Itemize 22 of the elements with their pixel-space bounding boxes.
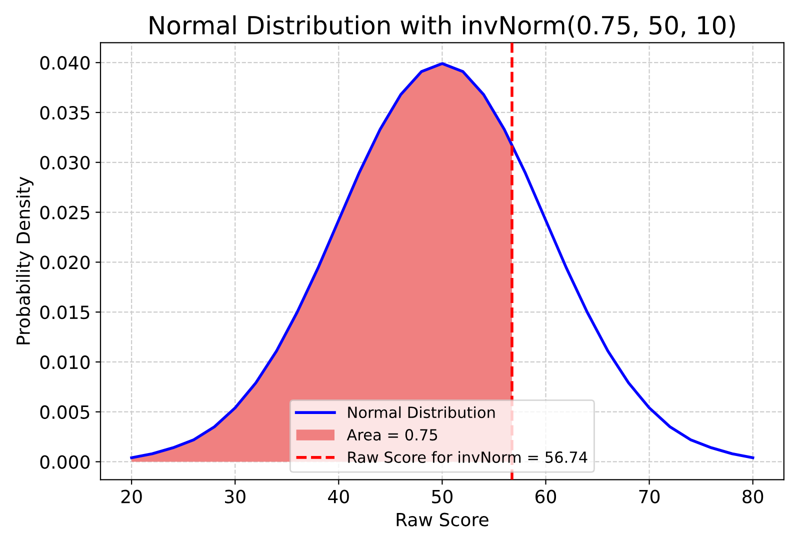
x-tick-label: 30 <box>225 490 246 504</box>
legend-label: Normal Distribution <box>348 406 495 418</box>
x-tick-label: 60 <box>536 490 556 504</box>
y-tick-label: 0.025 <box>40 206 90 220</box>
x-tick-label: 70 <box>639 490 660 504</box>
y-tick-label: 0.030 <box>40 156 90 170</box>
x-tick-label: 20 <box>121 490 142 504</box>
x-tick-label: 50 <box>432 490 452 504</box>
legend-label: Area = 0.75 <box>346 429 438 441</box>
x-axis-title: Raw Score <box>396 512 488 526</box>
y-tick-label: 0.035 <box>40 106 90 120</box>
y-tick-label: 0.000 <box>40 455 90 469</box>
y-axis-title: Probability Density <box>16 176 34 344</box>
y-tick-label: 0.015 <box>40 306 90 320</box>
ref-line-label: Raw Score for invNorm = 56.74 <box>348 451 588 463</box>
y-tick-label: 0.020 <box>40 256 90 270</box>
y-tick-label: 0.010 <box>40 355 90 370</box>
y-tick-label: 0.005 <box>40 405 90 419</box>
y-tick-label: 0.040 <box>40 56 90 70</box>
x-tick-label: 40 <box>328 490 349 504</box>
x-tick-label: 80 <box>742 490 764 504</box>
chart-title: Normal Distribution with invNorm(0.75, 50, 10) <box>150 15 735 38</box>
